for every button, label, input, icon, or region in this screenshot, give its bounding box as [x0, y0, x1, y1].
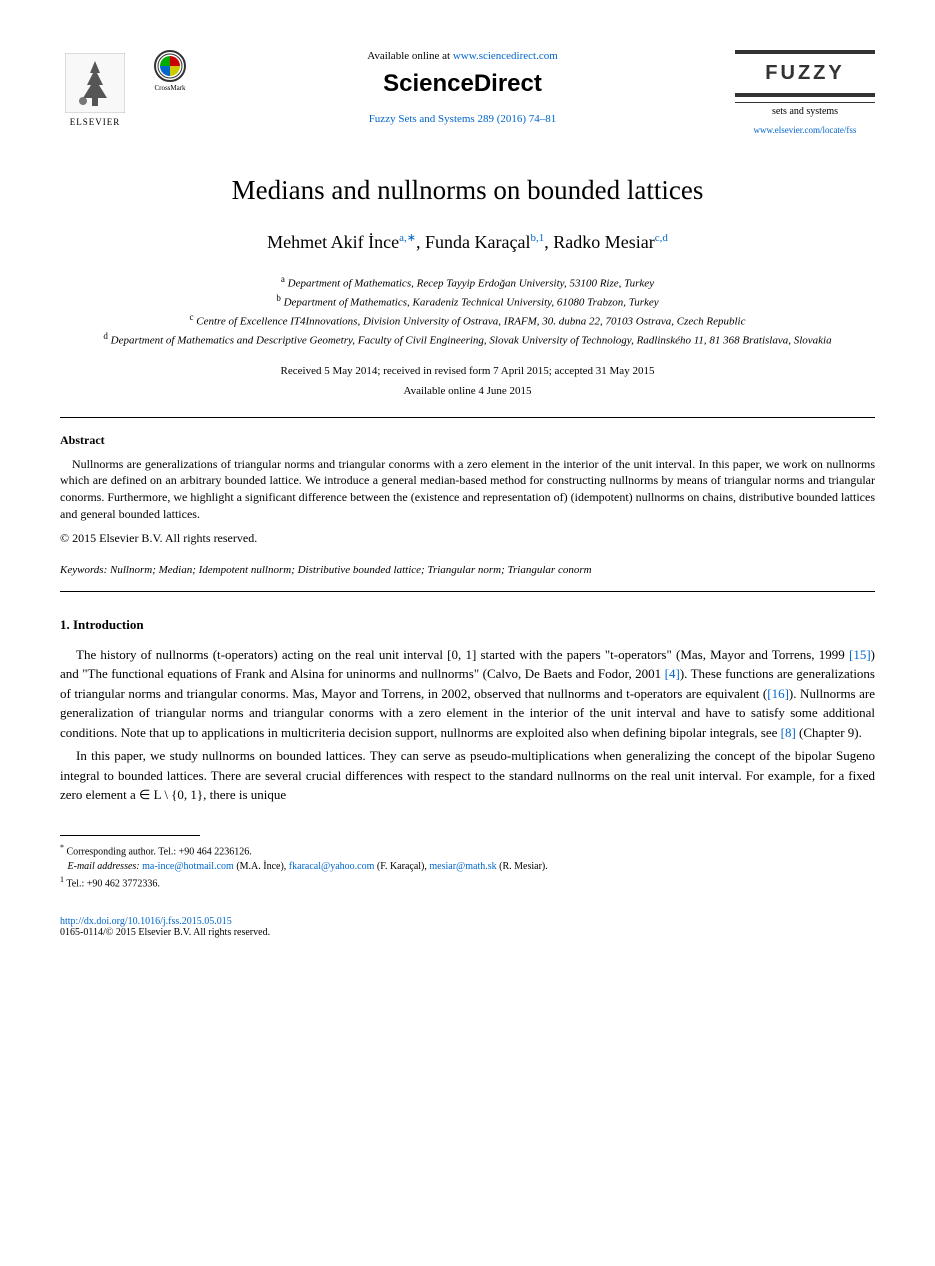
ref-link-16[interactable]: [16] — [767, 686, 789, 701]
tel-1-text: Tel.: +90 462 3772336. — [66, 878, 160, 889]
crossmark-logo[interactable]: CrossMark — [150, 50, 190, 100]
affiliation-b-text: Department of Mathematics, Karadeniz Tec… — [284, 297, 659, 309]
sciencedirect-logo[interactable]: ScienceDirect — [210, 70, 715, 98]
issn-copyright: 0165-0114/© 2015 Elsevier B.V. All right… — [60, 927, 875, 938]
abstract-heading: Abstract — [60, 433, 875, 448]
author-1-sup[interactable]: a,∗ — [399, 232, 416, 244]
journal-logo[interactable]: FUZZY sets and systems www.elsevier.com/… — [735, 50, 875, 135]
affiliation-b: b Department of Mathematics, Karadeniz T… — [60, 292, 875, 311]
email-3[interactable]: mesiar@math.sk — [429, 861, 496, 872]
corr-author-text: Corresponding author. Tel.: +90 464 2236… — [67, 846, 252, 857]
abstract-text: Nullnorms are generalizations of triangu… — [60, 456, 875, 523]
author-2-sup[interactable]: b,1 — [530, 232, 544, 244]
authors-line: Mehmet Akif İncea,∗, Funda Karaçalb,1, R… — [60, 231, 875, 253]
email-label: E-mail addresses: — [68, 861, 140, 872]
author-1[interactable]: Mehmet Akif İnce — [267, 232, 399, 252]
affiliation-a-text: Department of Mathematics, Recep Tayyip … — [288, 278, 654, 290]
rule-after-keywords — [60, 591, 875, 592]
crossmark-icon — [154, 50, 186, 82]
section-1-heading: 1. Introduction — [60, 617, 875, 633]
sciencedirect-url[interactable]: www.sciencedirect.com — [453, 50, 558, 62]
footnotes: * Corresponding author. Tel.: +90 464 22… — [60, 842, 875, 892]
email-addresses-line: E-mail addresses: ma-ince@hotmail.com (M… — [60, 859, 875, 874]
elsevier-label: ELSEVIER — [70, 117, 121, 127]
journal-url[interactable]: www.elsevier.com/locate/fss — [735, 125, 875, 135]
affiliation-d: d Department of Mathematics and Descript… — [60, 330, 875, 349]
keywords-line: Keywords: Nullnorm; Median; Idempotent n… — [60, 564, 875, 576]
email-1-name: (M.A. İnce), — [234, 861, 289, 872]
intro-paragraph-1: The history of nullnorms (t-operators) a… — [60, 645, 875, 743]
ref-link-15[interactable]: [15] — [849, 647, 871, 662]
email-2[interactable]: fkaracal@yahoo.com — [289, 861, 375, 872]
affiliations: a Department of Mathematics, Recep Tayyi… — [60, 273, 875, 350]
affiliation-c: c Centre of Excellence IT4Innovations, D… — [60, 311, 875, 330]
doi-link[interactable]: http://dx.doi.org/10.1016/j.fss.2015.05.… — [60, 916, 875, 927]
journal-citation[interactable]: Fuzzy Sets and Systems 289 (2016) 74–81 — [210, 113, 715, 125]
article-title: Medians and nullnorms on bounded lattice… — [60, 175, 875, 206]
center-header: Available online at www.sciencedirect.co… — [190, 50, 735, 125]
rule-before-abstract — [60, 417, 875, 418]
fuzzy-main-text: FUZZY — [735, 62, 875, 85]
crossmark-label: CrossMark — [154, 84, 185, 92]
ref-link-8[interactable]: [8] — [781, 725, 796, 740]
fuzzy-subtitle: sets and systems — [735, 102, 875, 117]
affiliation-c-text: Centre of Excellence IT4Innovations, Div… — [196, 316, 745, 328]
dates-received: Received 5 May 2014; received in revised… — [60, 365, 875, 377]
left-logos: ELSEVIER CrossMark — [60, 50, 190, 130]
corresponding-author: * Corresponding author. Tel.: +90 464 22… — [60, 842, 875, 859]
copyright-text: © 2015 Elsevier B.V. All rights reserved… — [60, 531, 875, 546]
tel-footnote: 1 Tel.: +90 462 3772336. — [60, 874, 875, 891]
available-prefix: Available online at — [367, 50, 453, 62]
header-row: ELSEVIER CrossMark Available online at w… — [60, 50, 875, 135]
email-1[interactable]: ma-ince@hotmail.com — [142, 861, 234, 872]
email-2-name: (F. Karaçal), — [374, 861, 429, 872]
author-3-sup[interactable]: c,d — [655, 232, 668, 244]
fuzzy-logo-box: FUZZY — [735, 50, 875, 97]
intro-paragraph-2: In this paper, we study nullnorms on bou… — [60, 746, 875, 805]
keywords-text: Nullnorm; Median; Idempotent nullnorm; D… — [107, 564, 591, 576]
affiliation-d-text: Department of Mathematics and Descriptiv… — [111, 335, 832, 347]
author-2[interactable]: Funda Karaçal — [425, 232, 530, 252]
author-3[interactable]: Radko Mesiar — [553, 232, 654, 252]
keywords-label: Keywords: — [60, 564, 107, 576]
available-online-text: Available online at www.sciencedirect.co… — [210, 50, 715, 62]
intro-p1-e: (Chapter 9). — [796, 725, 862, 740]
elsevier-tree-icon — [65, 53, 125, 113]
affiliation-a: a Department of Mathematics, Recep Tayyi… — [60, 273, 875, 292]
ref-link-4[interactable]: [4] — [665, 666, 680, 681]
elsevier-logo[interactable]: ELSEVIER — [60, 50, 130, 130]
email-3-name: (R. Mesiar). — [497, 861, 548, 872]
date-online: Available online 4 June 2015 — [60, 385, 875, 397]
doi-section: http://dx.doi.org/10.1016/j.fss.2015.05.… — [60, 916, 875, 938]
footnote-rule — [60, 835, 200, 836]
intro-p1-a: The history of nullnorms (t-operators) a… — [76, 647, 849, 662]
